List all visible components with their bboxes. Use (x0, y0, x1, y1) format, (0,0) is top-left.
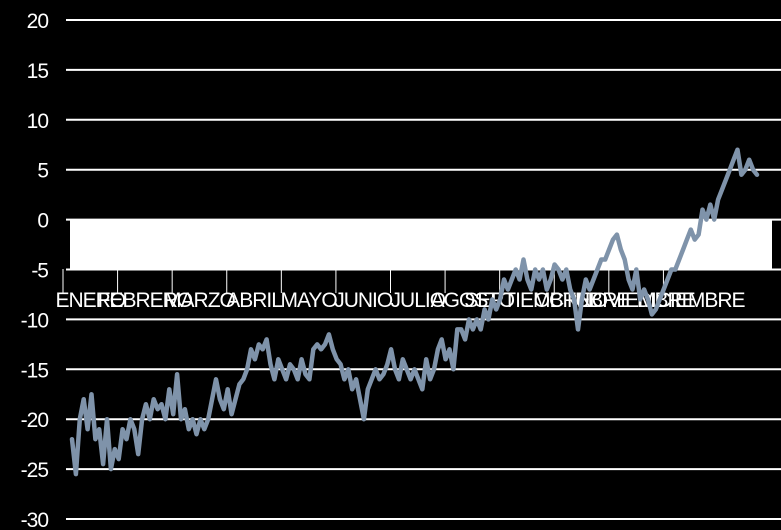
y-tick-label: -5 (31, 260, 48, 283)
month-label: JULIO (391, 289, 446, 312)
series-line (69, 147, 760, 477)
month-band: ENEROFEBREROMARZOABRILMAYOJUNIOJULIOAGOS… (55, 219, 772, 312)
y-tick-label: 0 (37, 210, 48, 233)
y-tick-label: 20 (27, 10, 49, 33)
month-label: FEBRERO (98, 289, 193, 312)
series-lines (69, 147, 760, 477)
y-tick-label: 5 (37, 160, 48, 183)
month-label: NOVIEMBRE (578, 289, 696, 312)
y-tick-label: -10 (21, 309, 49, 332)
month-label: ABRIL (226, 289, 282, 312)
y-axis-tick-labels: 20 15 10 5 0 -5 -10 -15 -20 -25 -30 (21, 10, 50, 530)
month-label: DICIEMBRE (637, 289, 746, 312)
y-tick-label: 10 (27, 110, 49, 133)
month-label: MAYO (280, 289, 337, 312)
y-tick-label: -20 (21, 409, 49, 432)
month-label: ENERO (55, 289, 125, 312)
month-label: JUNIO (334, 289, 393, 312)
y-tick-label: -15 (21, 359, 49, 382)
month-band-box (70, 219, 772, 269)
y-tick-label: -25 (21, 459, 49, 482)
y-tick-label: -30 (21, 509, 49, 530)
y-tick-label: 15 (27, 60, 49, 83)
month-label: MARZO (164, 289, 235, 312)
